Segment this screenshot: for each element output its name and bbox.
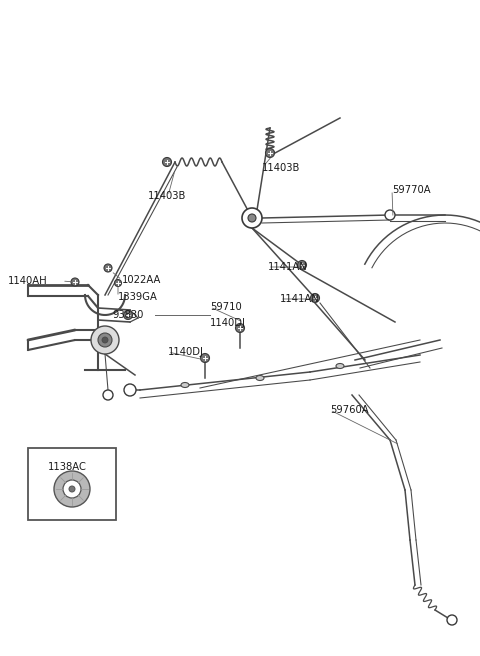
Circle shape [54,471,90,507]
Ellipse shape [256,375,264,380]
Ellipse shape [336,363,344,369]
Circle shape [91,326,119,354]
Circle shape [242,208,262,228]
Circle shape [98,333,112,347]
Circle shape [163,157,171,167]
Ellipse shape [181,382,189,388]
Circle shape [447,615,457,625]
Text: 1140DJ: 1140DJ [210,318,246,328]
Circle shape [201,354,209,363]
Text: 1138AC: 1138AC [48,462,87,472]
Text: 11403B: 11403B [148,191,186,201]
Circle shape [248,214,256,222]
Text: 59760A: 59760A [330,405,369,415]
Circle shape [123,310,132,319]
Circle shape [103,390,113,400]
Text: 59770A: 59770A [392,185,431,195]
Text: 11403B: 11403B [262,163,300,173]
Circle shape [115,279,121,287]
Text: 1022AA: 1022AA [122,275,161,285]
Bar [28,448,116,520]
Circle shape [265,148,275,157]
Text: 1140DJ: 1140DJ [168,347,204,357]
Circle shape [104,264,112,272]
Circle shape [298,260,307,270]
Text: 1141AN: 1141AN [268,262,308,272]
Circle shape [385,210,395,220]
Text: 1339GA: 1339GA [118,292,158,302]
Circle shape [124,384,136,396]
Circle shape [236,323,244,333]
Circle shape [69,486,75,492]
Circle shape [102,337,108,343]
Circle shape [71,278,79,286]
Text: 59710: 59710 [210,302,242,312]
Circle shape [311,293,320,302]
Circle shape [63,480,81,498]
Text: 93830: 93830 [112,310,144,320]
Text: 1140AH: 1140AH [8,276,48,286]
Text: 1141AN: 1141AN [280,294,320,304]
